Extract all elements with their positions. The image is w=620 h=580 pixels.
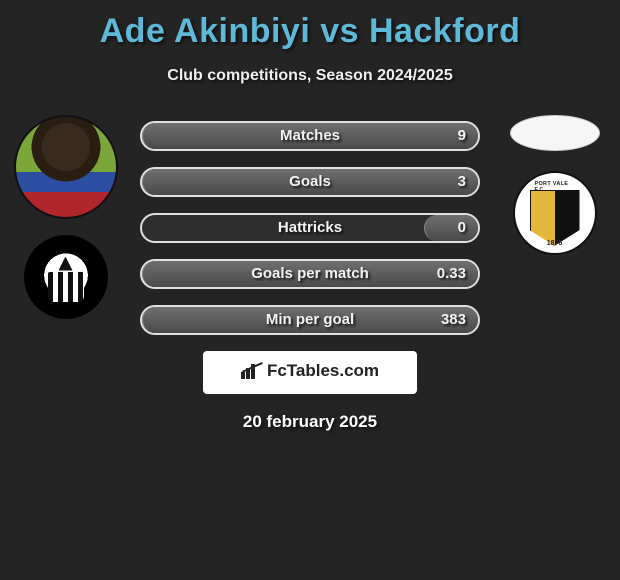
stat-value-right: 9 [458, 123, 466, 149]
crest-text: PORT VALE F.C [535, 181, 575, 193]
stat-fill-right [142, 169, 478, 195]
right-player-photo-placeholder [510, 115, 600, 151]
chart-icon [241, 363, 261, 379]
left-club-crest [24, 235, 108, 319]
left-player-photo [14, 115, 118, 219]
page-title: Ade Akinbiyi vs Hackford [0, 12, 620, 51]
brand: FcTables.com [241, 361, 379, 381]
stat-row: Hattricks 0 [140, 213, 480, 243]
date-label: 20 february 2025 [0, 412, 620, 432]
subtitle: Club competitions, Season 2024/2025 [0, 67, 620, 85]
stat-fill-right [142, 123, 478, 149]
right-club-crest: PORT VALE F.C [513, 171, 597, 255]
stat-row: Goals per match 0.33 [140, 259, 480, 289]
brand-label: FcTables.com [267, 361, 379, 381]
stat-row: Matches 9 [140, 121, 480, 151]
brand-box: FcTables.com [203, 351, 417, 394]
left-column [8, 115, 123, 319]
stat-value-right: 0.33 [437, 261, 466, 287]
stat-value-right: 0 [458, 215, 466, 241]
right-column: PORT VALE F.C [497, 115, 612, 255]
main-area: PORT VALE F.C Matches 9 Goals 3 Hattrick… [0, 115, 620, 432]
stat-fill-right [424, 215, 478, 241]
comparison-card: Ade Akinbiyi vs Hackford Club competitio… [0, 0, 620, 432]
stat-fill-right [142, 261, 478, 287]
stat-row: Goals 3 [140, 167, 480, 197]
stat-fill-right [142, 307, 478, 333]
stats-list: Matches 9 Goals 3 Hattricks 0 Goals per … [140, 115, 480, 335]
stat-row: Min per goal 383 [140, 305, 480, 335]
stat-value-right: 383 [441, 307, 466, 333]
stat-value-right: 3 [458, 169, 466, 195]
